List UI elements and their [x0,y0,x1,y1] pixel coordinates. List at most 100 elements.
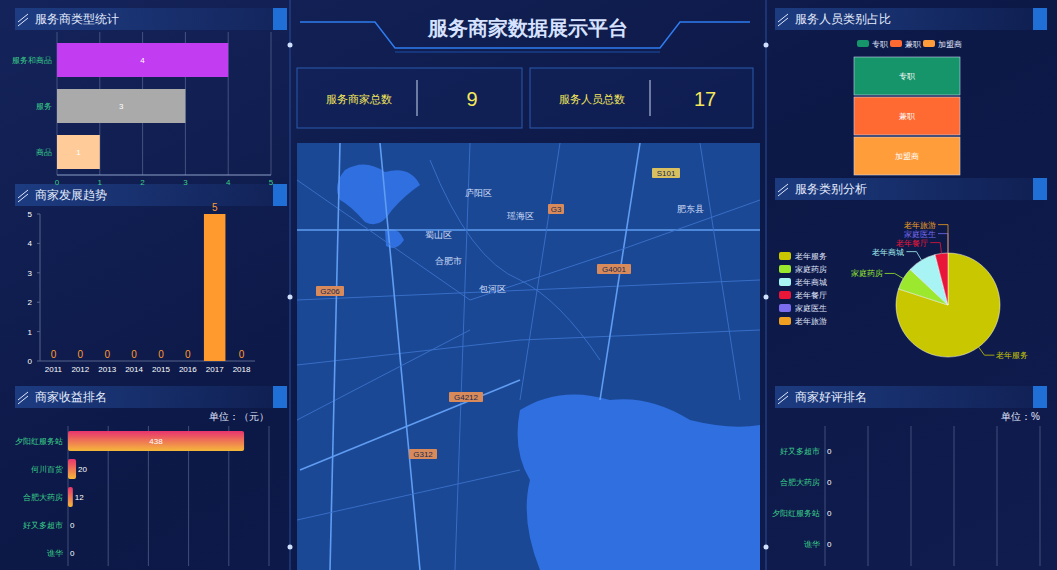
grid-line [271,32,272,175]
y-tick-label: 服务 [36,102,52,111]
slice [935,253,948,305]
data-label: 0 [827,478,832,487]
data-label: 0 [185,349,191,360]
road [700,143,740,400]
kpi-value: 17 [694,88,716,110]
grid-line [825,426,826,566]
road-label: G312 [413,450,433,459]
dot [288,295,293,300]
bar [231,361,253,362]
panel-header [15,184,287,206]
header-mark [18,392,28,404]
segment-label: 加盟商 [895,152,919,161]
kpi-box [530,68,753,128]
grid-line [269,426,270,566]
lake [337,164,420,224]
data-label: 1 [76,148,81,157]
y-tick-label: 2 [28,298,33,307]
bar [68,543,69,563]
legend-swatch [779,317,791,325]
x-tick-label: 4 [226,178,231,187]
header-cap [1033,178,1047,200]
unit-label: 单位：（元） [209,411,269,422]
road-label: G4001 [602,265,627,274]
segment-label: 兼职 [899,112,915,121]
grid-line [1040,426,1041,566]
bar [68,487,73,507]
place-label: 蜀山区 [425,230,452,240]
slice-label: 家庭医生 [904,230,936,239]
kpi-value: 9 [466,88,477,110]
road-label: G3 [551,205,562,214]
legend-swatch [779,252,791,260]
label-line [906,252,921,261]
y-tick-label: 1 [28,328,33,337]
panel-title: 商家发展趋势 [35,188,107,202]
legend-swatch [779,278,791,286]
data-label: 0 [104,349,110,360]
unit-label: 单位：% [1001,411,1040,422]
dot [764,295,769,300]
legend-swatch [923,40,935,47]
place-label: 瑶海区 [507,211,534,221]
bar [43,361,65,362]
label-line [979,347,995,355]
grid-line [954,426,955,566]
y-tick-label: 4 [28,239,33,248]
kpi-divider [417,80,418,116]
road [455,143,470,570]
header-mark [778,392,788,404]
x-tick-label: 2011 [45,365,63,374]
bars [57,43,228,169]
road-label: G206 [320,287,340,296]
bar [68,431,244,451]
x-tick-label: 5 [269,178,274,187]
kpi-box [297,68,522,128]
y-tick-label: 谯华 [804,540,820,549]
bars [68,431,244,507]
grid-line [997,426,998,566]
data-label: 5 [212,202,218,213]
data-label: 0 [239,349,245,360]
bar [825,476,826,488]
divider [290,0,291,570]
funnel-segment [854,97,960,135]
y-tick-label: 3 [28,269,33,278]
header-mark [18,14,28,26]
panel-title: 服务人员类别占比 [795,12,891,26]
road [600,143,640,400]
panel-title: 服务商类型统计 [35,12,119,26]
legend-label: 家庭药房 [795,265,827,274]
data-label: 0 [70,549,75,558]
kpi-label: 服务商家总数 [326,93,392,105]
segment-label: 专职 [899,72,915,81]
dot [288,545,293,550]
header-cap [1033,8,1047,30]
legend-swatch [890,40,902,47]
divider [766,0,767,570]
label-line [885,273,904,278]
slice-label: 老年旅游 [904,221,936,230]
road [297,330,470,420]
place-label: 庐阳区 [465,188,492,198]
grid-line [911,426,912,566]
legend-label: 老年服务 [795,252,827,261]
legend-label: 家庭医生 [795,304,827,313]
bar [150,361,172,362]
data-label: 0 [51,349,57,360]
legend-label: 加盟商 [938,40,962,49]
x-tick-label: 2012 [71,365,89,374]
page-title: 服务商家数据展示平台 [427,17,628,39]
bar [68,459,76,479]
bars [204,214,226,361]
bar [68,515,69,535]
map: 合肥市庐阳区瑶海区蜀山区包河区肥东县G4001G206G312G3S101G42… [297,143,760,570]
y-tick [37,272,40,273]
x-tick-label: 2013 [98,365,116,374]
label-line [930,243,941,254]
road [380,143,420,570]
x-tick-label: 3 [183,178,188,187]
panel-header [775,178,1047,200]
place-label: 包河区 [479,284,506,294]
background [0,0,1057,570]
